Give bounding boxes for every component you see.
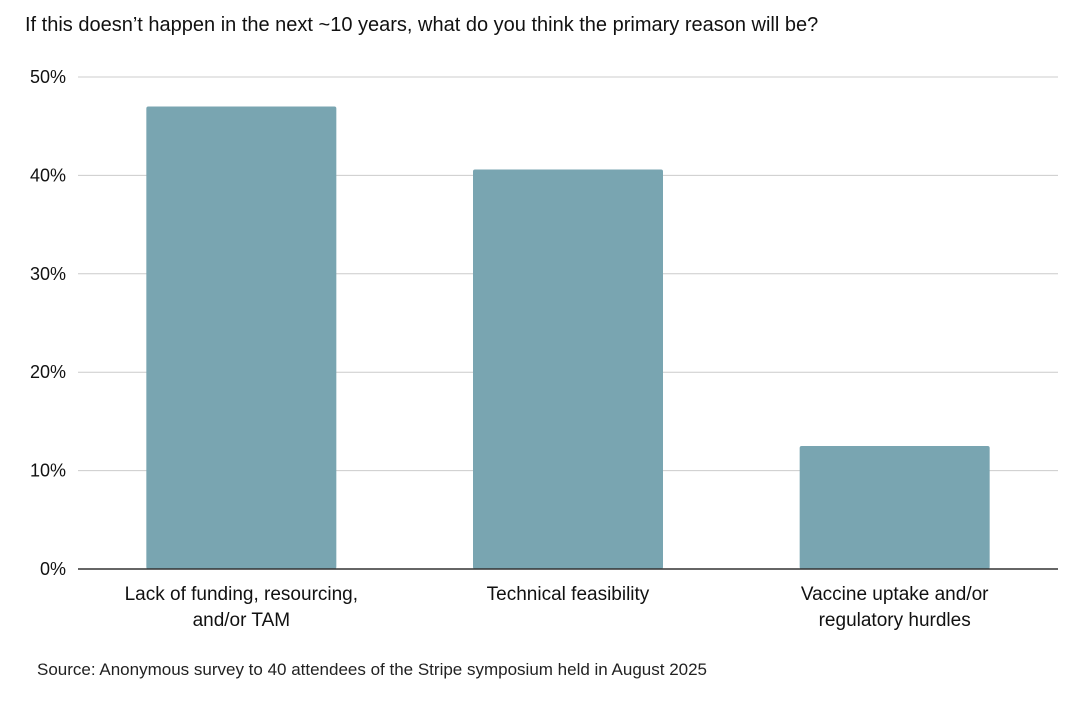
x-category-label: Lack of funding, resourcing, and/or TAM — [125, 584, 358, 631]
y-tick-label: 0% — [40, 559, 66, 579]
bar — [146, 106, 337, 570]
y-tick-label: 20% — [30, 362, 66, 382]
source-note: Source: Anonymous survey to 40 attendees… — [37, 660, 708, 679]
y-tick-label: 10% — [30, 461, 66, 481]
x-category-label: Technical feasibility — [487, 584, 650, 605]
chart-title: If this doesn’t happen in the next ~10 y… — [25, 14, 819, 36]
bar — [799, 446, 990, 569]
x-category-label: Vaccine uptake and/or regulatory hurdles — [801, 584, 989, 631]
y-tick-label: 50% — [30, 67, 66, 87]
bar — [473, 169, 663, 569]
y-tick-label: 30% — [30, 264, 66, 284]
y-tick-label: 40% — [30, 165, 66, 185]
